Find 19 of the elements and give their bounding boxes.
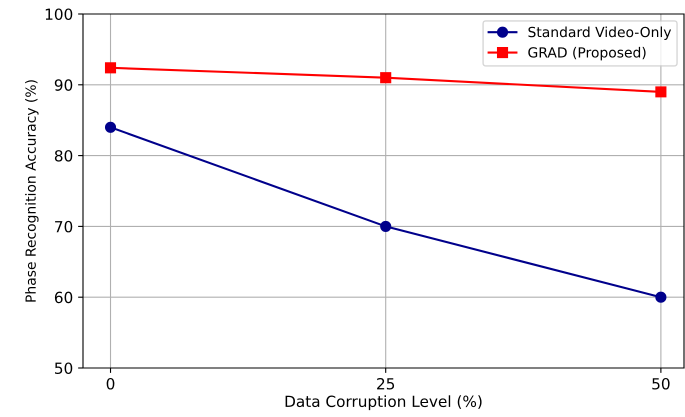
y-tick-label: 70 — [55, 220, 72, 232]
point — [380, 220, 392, 232]
legend-label: Standard Video-Only — [528, 26, 672, 40]
point — [104, 62, 116, 74]
legend-label: GRAD (Proposed) — [528, 46, 646, 60]
x-tick-label: 50 — [652, 378, 670, 390]
point — [380, 72, 392, 84]
y-tick-label: 90 — [54, 79, 72, 91]
point — [104, 122, 116, 133]
y-tick-label: 80 — [54, 150, 72, 162]
x-tick-label: 0 — [106, 378, 114, 390]
point — [655, 292, 666, 303]
y-axis-title: Phase Recognition Accuracy (%) — [25, 80, 39, 302]
x-axis-title: Data Corruption Level (%) — [286, 395, 482, 410]
y-tick-label: 50 — [55, 362, 72, 374]
x-tick-label: 25 — [377, 378, 394, 390]
y-tick-label: 60 — [54, 292, 72, 304]
y-tick-label: 100 — [46, 8, 72, 20]
point — [655, 86, 666, 98]
